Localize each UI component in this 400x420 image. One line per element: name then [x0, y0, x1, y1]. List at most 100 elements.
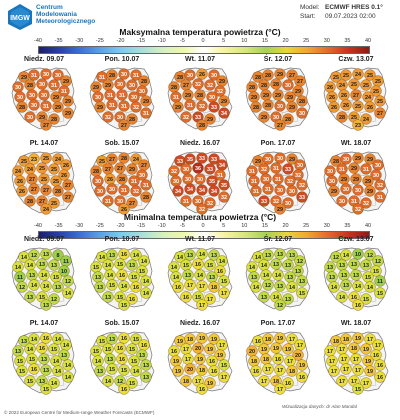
station-temp-label: 31	[121, 188, 127, 194]
station-marker: 32	[204, 79, 216, 91]
station-temp-label: 15	[355, 387, 361, 393]
station-temp-label: 13	[43, 303, 49, 309]
station-temp-label: 29	[175, 105, 181, 111]
station-marker: 15	[48, 343, 60, 355]
station-temp-label: 33	[261, 199, 267, 205]
station-temp-label: 16	[373, 353, 379, 359]
station-circle	[116, 353, 128, 365]
station-temp-label: 32	[295, 173, 301, 179]
station-marker: 19	[352, 332, 364, 344]
station-temp-label: 13	[277, 252, 283, 258]
station-circle	[350, 173, 362, 185]
station-temp-label: 29	[63, 79, 69, 85]
station-circle	[58, 349, 70, 361]
station-temp-label: 27	[141, 163, 147, 169]
station-circle	[16, 281, 28, 293]
station-marker: 30	[40, 68, 52, 80]
station-marker: 27	[102, 163, 114, 175]
station-temp-label: 35	[209, 179, 215, 185]
station-temp-label: 14	[27, 263, 33, 269]
station-marker: 20	[292, 349, 304, 361]
station-marker: 26	[364, 101, 376, 113]
station-temp-label: 15	[99, 339, 105, 345]
station-temp-label: 32	[171, 169, 177, 175]
station-temp-label: 26	[199, 72, 205, 78]
station-marker: 16	[370, 349, 382, 361]
station-temp-label: 15	[105, 347, 111, 353]
station-marker: 27	[40, 119, 52, 131]
station-circle	[40, 383, 52, 395]
station-marker: 15	[118, 364, 130, 376]
station-temp-label: 30	[329, 179, 335, 185]
station-marker: 27	[114, 162, 126, 174]
station-circle	[194, 89, 206, 101]
station-marker: 29	[172, 101, 184, 113]
station-temp-label: 24	[15, 169, 21, 175]
station-temp-label: 16	[255, 339, 261, 345]
scale-tick-label: -20	[116, 38, 125, 44]
station-circle	[208, 185, 220, 197]
station-marker: 17	[218, 287, 230, 299]
station-temp-label: 15	[365, 275, 371, 281]
station-circle	[184, 69, 196, 81]
station-temp-label: 14	[65, 291, 71, 297]
station-marker: 30	[170, 175, 182, 187]
station-circle	[130, 249, 142, 261]
station-temp-label: 29	[367, 189, 373, 195]
station-temp-label: 32	[261, 167, 267, 173]
station-temp-label: 32	[299, 183, 305, 189]
station-temp-label: 30	[375, 163, 381, 169]
station-marker: 19	[360, 343, 372, 355]
station-temp-label: 13	[55, 285, 61, 291]
station-marker: 13	[40, 364, 52, 376]
station-temp-label: 34	[187, 187, 193, 193]
station-marker: 11	[14, 271, 26, 283]
station-circle	[130, 185, 142, 197]
station-circle	[292, 265, 304, 277]
station-circle	[282, 163, 294, 175]
station-marker: 15	[118, 299, 130, 311]
station-circle	[192, 342, 204, 354]
station-temp-label: 30	[121, 72, 127, 78]
station-temp-label: 32	[207, 201, 213, 207]
station-temp-label: 30	[43, 72, 49, 78]
station-temp-label: 18	[265, 337, 271, 343]
station-circle	[374, 275, 386, 287]
station-circle	[274, 383, 286, 395]
station-circle	[40, 280, 52, 292]
station-marker: 17	[338, 353, 350, 365]
station-circle	[286, 365, 298, 377]
station-temp-label: 19	[273, 346, 279, 352]
station-marker: 26	[326, 91, 338, 103]
station-temp-label: 31	[275, 177, 281, 183]
station-marker: 30	[36, 78, 48, 90]
station-marker: 13	[282, 259, 294, 271]
station-circle	[118, 184, 130, 196]
station-marker: 28	[24, 79, 36, 91]
station-circle	[136, 265, 148, 277]
model-label: Model:	[300, 4, 320, 11]
station-marker: 28	[194, 89, 206, 101]
station-temp-label: 14	[177, 255, 183, 261]
station-marker: 32	[258, 163, 270, 175]
station-temp-label: 14	[275, 273, 281, 279]
station-circle	[36, 78, 48, 90]
station-temp-label: 19	[197, 357, 203, 363]
station-marker: 27	[294, 75, 306, 87]
station-marker: 17	[180, 343, 192, 355]
station-temp-label: 19	[285, 347, 291, 353]
station-temp-label: 30	[183, 167, 189, 173]
station-temp-label: 14	[143, 279, 149, 285]
station-marker: 12	[262, 279, 274, 291]
station-marker: 33	[204, 163, 216, 175]
station-marker: 16	[352, 299, 364, 311]
scale-tick-label: 30	[323, 223, 330, 229]
station-temp-label: 31	[265, 187, 271, 193]
station-temp-label: 17	[185, 357, 191, 363]
station-temp-label: 30	[29, 93, 35, 99]
station-circle	[258, 375, 270, 387]
station-marker: 30	[118, 68, 130, 80]
station-marker: 14	[28, 333, 40, 345]
station-circle	[218, 179, 230, 191]
